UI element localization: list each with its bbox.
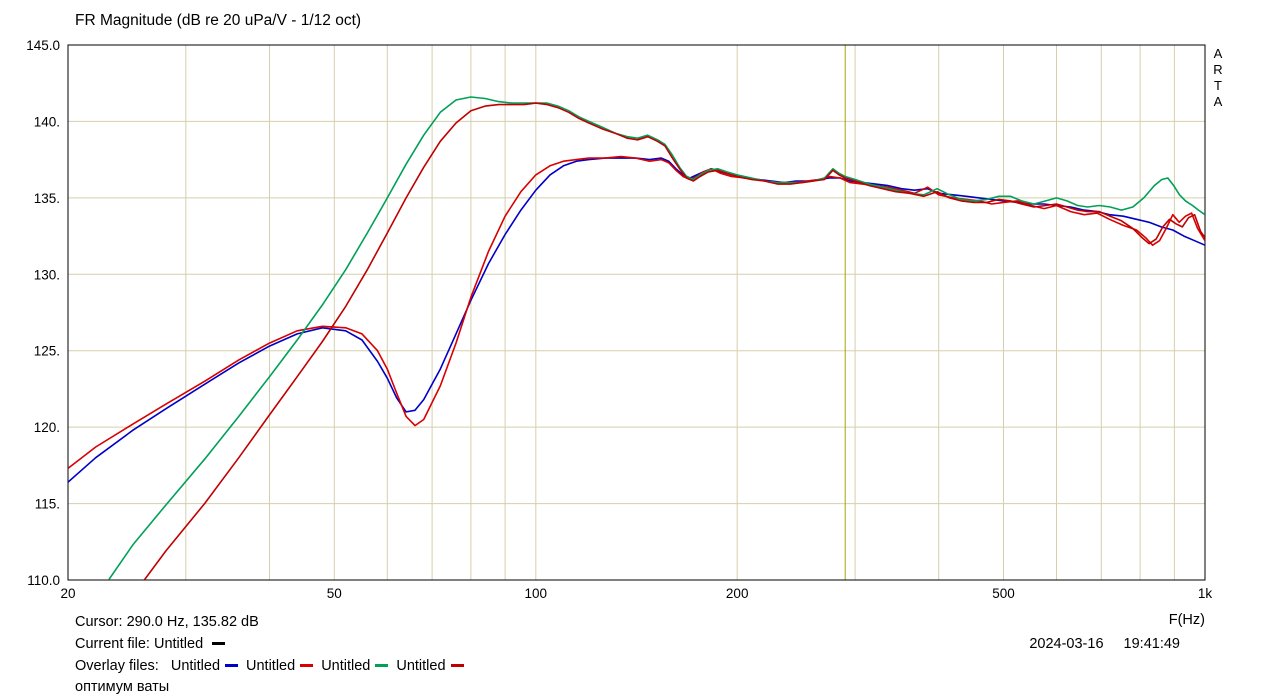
x-tick-label: 200 [726, 586, 749, 601]
overlay-file-item: Untitled [246, 658, 314, 674]
overlay-file-name: Untitled [321, 658, 371, 674]
cursor-readout: Cursor: 290.0 Hz, 135.82 dB [75, 614, 259, 630]
overlay-files-row: Overlay files: Untitled Untitled Untitled U… [75, 658, 464, 674]
x-tick-label: 1k [1198, 586, 1213, 601]
current-file-label: Current file: [75, 636, 150, 652]
y-tick-label: 130. [34, 267, 60, 282]
overlay-files-label: Overlay files: [75, 658, 159, 674]
fr-magnitude-plot[interactable]: 145.0 140. 135. 130. 125. 120. 115. 110.020 50 10… [0, 0, 1279, 610]
overlay-color-dash [375, 663, 389, 667]
overlay-file-name: Untitled [396, 658, 446, 674]
x-tick-label: 500 [992, 586, 1015, 601]
overlay-files-list: Untitled Untitled Untitled Untitled [163, 658, 464, 674]
note-text: оптимум ваты [75, 679, 170, 695]
y-tick-label: 110.0 [27, 573, 60, 588]
fr-curve-overlay-3 [107, 96, 1205, 580]
x-tick-label: 100 [525, 586, 548, 601]
y-tick-label: 135. [34, 191, 60, 206]
current-file-color-dash [212, 641, 226, 645]
watermark-letter: T [1214, 78, 1222, 93]
y-tick-label: 145.0 [26, 38, 60, 53]
overlay-file-name: Untitled [246, 658, 296, 674]
overlay-file-item: Untitled [170, 658, 239, 674]
overlay-color-dash [300, 663, 314, 667]
overlay-color-dash [225, 663, 239, 667]
overlay-file-name: Untitled [170, 658, 221, 674]
y-tick-label: 120. [34, 420, 60, 435]
date-text: 2024-03-16 [1029, 636, 1104, 652]
time-text: 19:41:49 [1123, 636, 1180, 652]
current-file-row: Current file: Untitled [75, 636, 226, 652]
overlay-file-item: Untitled [396, 658, 464, 674]
overlay-file-item: Untitled [321, 658, 389, 674]
watermark-letter: R [1213, 62, 1223, 77]
datetime: 2024-03-16 19:41:49 [1029, 636, 1180, 652]
y-tick-label: 140. [34, 114, 60, 129]
fr-curve-overlay-4 [143, 102, 1205, 580]
watermark-letter: A [1213, 94, 1223, 109]
x-axis-unit-label: F(Hz) [1168, 612, 1205, 628]
y-tick-label: 125. [34, 344, 60, 359]
overlay-color-dash [450, 663, 464, 667]
x-tick-label: 20 [60, 586, 75, 601]
current-file-name: Untitled [153, 636, 204, 652]
plot-border [67, 44, 1206, 581]
x-tick-label: 50 [327, 586, 342, 601]
chart-title: FR Magnitude (dB re 20 uPa/V - 1/12 oct) [75, 12, 362, 29]
y-tick-label: 115. [35, 497, 60, 512]
watermark-letter: A [1213, 46, 1223, 61]
